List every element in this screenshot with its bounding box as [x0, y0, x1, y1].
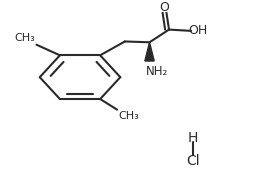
Text: CH₃: CH₃ — [15, 33, 35, 43]
Text: Cl: Cl — [186, 154, 200, 168]
Text: H: H — [188, 131, 198, 145]
Text: CH₃: CH₃ — [118, 111, 139, 121]
Text: OH: OH — [188, 24, 207, 37]
Text: O: O — [159, 1, 169, 14]
Polygon shape — [145, 42, 154, 61]
Text: NH₂: NH₂ — [146, 65, 168, 78]
